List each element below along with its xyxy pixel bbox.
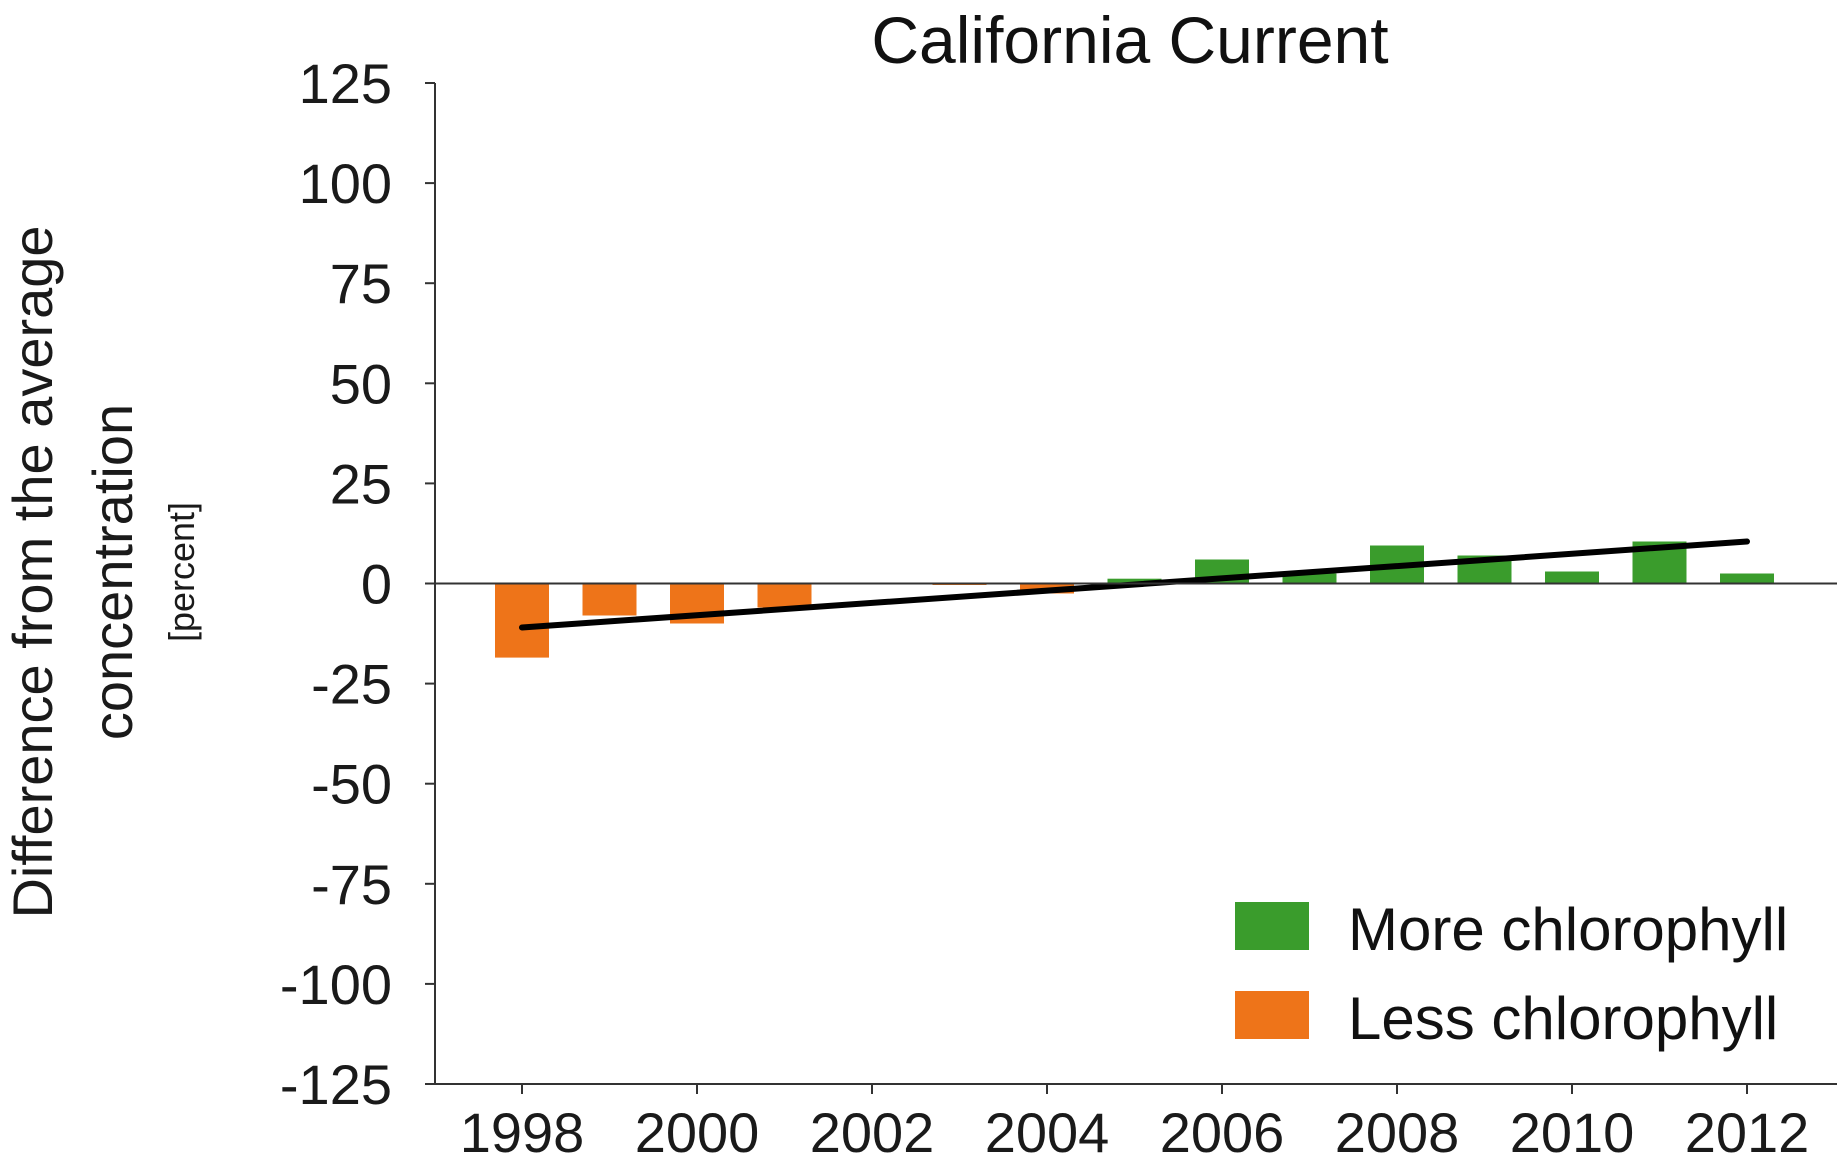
- x-tick-label: 2002: [810, 1101, 935, 1162]
- chart-title: California Current: [871, 3, 1388, 77]
- y-axis-label-line-1: Difference from the average: [1, 225, 64, 918]
- y-tick-label: -125: [280, 1053, 392, 1116]
- y-tick-label: 75: [330, 252, 392, 315]
- x-tick-label: 2006: [1160, 1101, 1285, 1162]
- bar-2010: [1545, 571, 1599, 584]
- x-tick-labels: 1998 2000 2002 2004 2006 2008 2010 2012: [460, 1084, 1810, 1162]
- bars-layer: [495, 541, 1774, 658]
- legend: More chlorophyll Less chlorophyll: [1235, 896, 1788, 1052]
- bar-1999: [582, 583, 637, 616]
- y-tick-label: 100: [299, 152, 392, 215]
- y-axis-unit: [percent]: [161, 502, 202, 642]
- legend-label-more: More chlorophyll: [1348, 896, 1788, 963]
- y-tick-label: -75: [311, 853, 392, 916]
- legend-swatch-more: [1235, 902, 1309, 950]
- x-tick-label: 2010: [1510, 1101, 1635, 1162]
- y-tick-label: 125: [299, 52, 392, 115]
- y-axis-label-line-2: concentration: [81, 404, 144, 740]
- y-tick-label: 25: [330, 452, 392, 515]
- y-tick-label: -100: [280, 953, 392, 1016]
- y-tick-label: 50: [330, 352, 392, 415]
- x-tick-label: 2008: [1335, 1101, 1460, 1162]
- y-tick-label: -25: [311, 653, 392, 716]
- bar-1998: [495, 583, 549, 658]
- x-tick-label: 2012: [1685, 1101, 1810, 1162]
- y-axis-label: Difference from the average concentratio…: [1, 225, 202, 918]
- bar-2001: [757, 583, 812, 608]
- legend-label-less: Less chlorophyll: [1348, 985, 1778, 1052]
- x-tick-label: 2004: [985, 1101, 1110, 1162]
- x-tick-label: 2000: [635, 1101, 760, 1162]
- bar-2012: [1720, 573, 1774, 584]
- x-tick-label: 1998: [460, 1101, 585, 1162]
- y-tick-label: 0: [361, 553, 392, 616]
- legend-swatch-less: [1235, 991, 1309, 1039]
- bar-2005: [1107, 578, 1162, 584]
- bar-2007: [1282, 573, 1337, 584]
- y-tick-label: -50: [311, 753, 392, 816]
- y-tick-labels: 125 100 75 50 25 0 -25 -50 -75 -100 -125: [280, 52, 435, 1116]
